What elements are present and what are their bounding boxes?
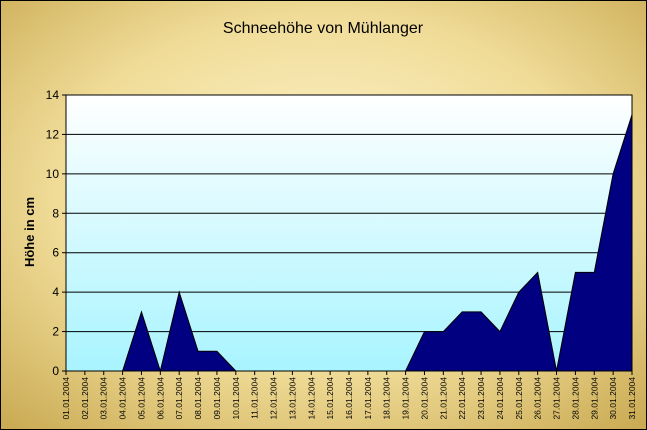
y-tick-label: 8 xyxy=(52,206,59,220)
y-tick-label: 14 xyxy=(46,88,60,102)
x-tick-label: 11.01.2004 xyxy=(250,377,260,419)
x-tick-label: 03.01.2004 xyxy=(99,377,109,420)
y-tick-label: 12 xyxy=(46,127,60,141)
x-tick-label: 26.01.2004 xyxy=(533,377,543,420)
x-tick-label: 17.01.2004 xyxy=(363,377,373,420)
x-tick-label: 15.01.2004 xyxy=(325,377,335,420)
x-tick-label: 01.01.2004 xyxy=(61,377,71,420)
y-tick-label: 4 xyxy=(52,285,59,299)
y-tick-label: 6 xyxy=(52,246,59,260)
x-tick-label: 31.01.2004 xyxy=(627,377,637,420)
x-tick-label: 02.01.2004 xyxy=(80,377,90,420)
x-tick-label: 08.01.2004 xyxy=(193,377,203,420)
x-tick-label: 24.01.2004 xyxy=(495,377,505,420)
x-tick-label: 21.01.2004 xyxy=(438,377,448,420)
x-tick-label: 10.01.2004 xyxy=(231,377,241,420)
x-tick-label: 22.01.2004 xyxy=(457,377,467,420)
x-tick-label: 12.01.2004 xyxy=(269,377,279,420)
axes xyxy=(62,94,633,375)
x-tick-label: 29.01.2004 xyxy=(589,377,599,420)
x-tick-label: 04.01.2004 xyxy=(118,377,128,420)
y-tick-label: 0 xyxy=(52,364,59,378)
x-tick-label: 30.01.2004 xyxy=(608,377,618,420)
x-tick-label: 09.01.2004 xyxy=(212,377,222,420)
x-tick-label: 14.01.2004 xyxy=(306,377,316,420)
x-tick-label: 05.01.2004 xyxy=(136,377,146,420)
x-tick-label: 23.01.2004 xyxy=(476,377,486,420)
x-tick-label: 19.01.2004 xyxy=(401,377,411,420)
x-tick-label: 13.01.2004 xyxy=(287,377,297,420)
y-tick-label: 10 xyxy=(46,167,60,181)
x-tick-label: 18.01.2004 xyxy=(382,377,392,420)
y-tick-labels: 0 2 4 6 8 10 12 14 xyxy=(46,88,60,378)
x-tick-label: 07.01.2004 xyxy=(174,377,184,420)
x-tick-label: 27.01.2004 xyxy=(552,377,562,420)
x-tick-label: 28.01.2004 xyxy=(570,377,580,420)
x-tick-label: 16.01.2004 xyxy=(344,377,354,420)
gridlines xyxy=(66,94,632,333)
y-axis-label: Höhe in cm xyxy=(22,197,37,267)
x-tick-labels: 01.01.2004 02.01.2004 03.01.2004 04.01.2004… xyxy=(61,377,637,420)
x-tick-label: 06.01.2004 xyxy=(155,377,165,420)
chart-title: Schneehöhe von Mühlanger xyxy=(223,20,424,37)
y-tick-label: 2 xyxy=(52,325,59,339)
x-tick-label: 20.01.2004 xyxy=(419,377,429,420)
x-tick-label: 25.01.2004 xyxy=(514,377,524,420)
